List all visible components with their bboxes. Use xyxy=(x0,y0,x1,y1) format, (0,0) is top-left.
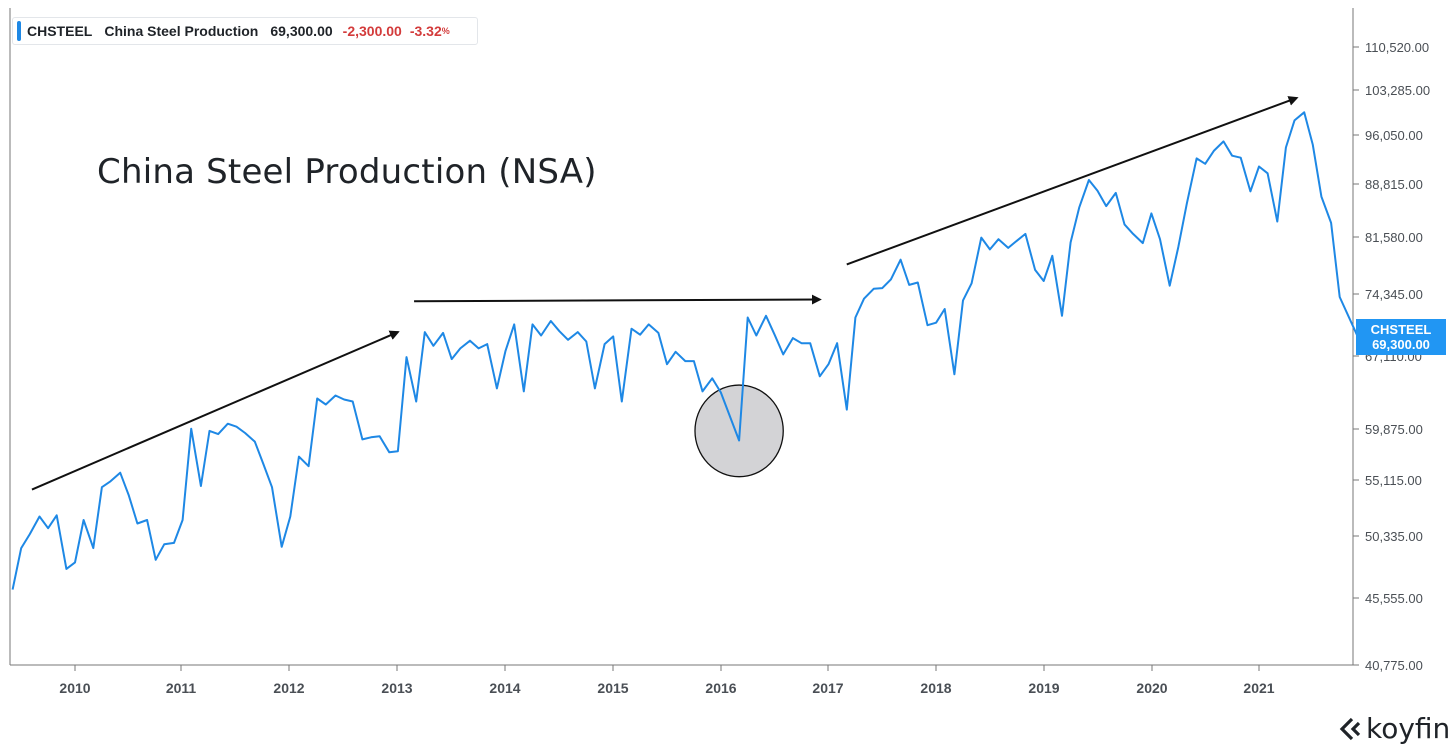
last-value-ticker: CHSTEEL xyxy=(1370,322,1432,337)
x-tick-label: 2017 xyxy=(812,680,843,696)
x-tick-label: 2015 xyxy=(597,680,628,696)
x-tick-label: 2019 xyxy=(1028,680,1059,696)
y-tick-label: 110,520.00 xyxy=(1365,40,1429,55)
series-layer xyxy=(11,96,1359,590)
trend-arrow xyxy=(846,96,1299,266)
x-tick-label: 2014 xyxy=(489,680,520,696)
last-value-price: 69,300.00 xyxy=(1372,337,1430,352)
y-tick-label: 59,875.00 xyxy=(1365,422,1423,437)
x-tick-label: 2010 xyxy=(59,680,90,696)
y-tick-label: 96,050.00 xyxy=(1365,128,1423,143)
series-line-chsteel xyxy=(11,111,1359,590)
chart-annotation-title: China Steel Production (NSA) xyxy=(97,152,597,192)
y-tick-label: 50,335.00 xyxy=(1365,529,1423,544)
koyfin-logo-icon xyxy=(1339,717,1361,740)
plot-frame xyxy=(9,8,1354,666)
x-tick-label: 2021 xyxy=(1243,680,1274,696)
ticker-legend[interactable]: CHSTEEL China Steel Production 69,300.00… xyxy=(12,17,478,45)
y-tick-label: 88,815.00 xyxy=(1365,177,1423,192)
x-axis: 2010 2011 2012 2013 2014 2015 2016 2017 2018 2019… xyxy=(59,665,1275,696)
x-tick-label: 2018 xyxy=(920,680,951,696)
legend-series-name: China Steel Production xyxy=(104,23,259,39)
x-tick-label: 2012 xyxy=(273,680,304,696)
x-tick-label: 2016 xyxy=(705,680,736,696)
series-color-swatch xyxy=(17,21,21,41)
legend-change: -2,300.00 xyxy=(342,23,402,39)
legend-percent-symbol: % xyxy=(441,26,450,36)
legend-last-price: 69,300.00 xyxy=(270,23,333,39)
trend-arrow xyxy=(31,330,400,491)
y-tick-label: 40,775.00 xyxy=(1365,658,1423,673)
last-value-badge: CHSTEEL 69,300.00 xyxy=(1356,319,1446,355)
x-tick-label: 2011 xyxy=(166,680,197,696)
y-tick-label: 81,580.00 xyxy=(1365,230,1423,245)
y-tick-label: 103,285.00 xyxy=(1365,83,1430,98)
brand-name: koyfin xyxy=(1366,712,1451,745)
y-tick-label: 74,345.00 xyxy=(1365,287,1423,302)
x-tick-label: 2020 xyxy=(1136,680,1167,696)
trend-arrow xyxy=(414,294,822,305)
legend-percent-change: -3.32 xyxy=(409,23,442,39)
y-tick-label: 45,555.00 xyxy=(1365,591,1423,606)
x-tick-label: 2013 xyxy=(381,680,412,696)
y-axis: 110,520.00 103,285.00 96,050.00 88,815.00 81… xyxy=(1353,40,1430,673)
brand-logo: koyfin xyxy=(1338,712,1450,745)
y-tick-label: 55,115.00 xyxy=(1365,473,1422,488)
legend-ticker: CHSTEEL xyxy=(27,23,93,39)
